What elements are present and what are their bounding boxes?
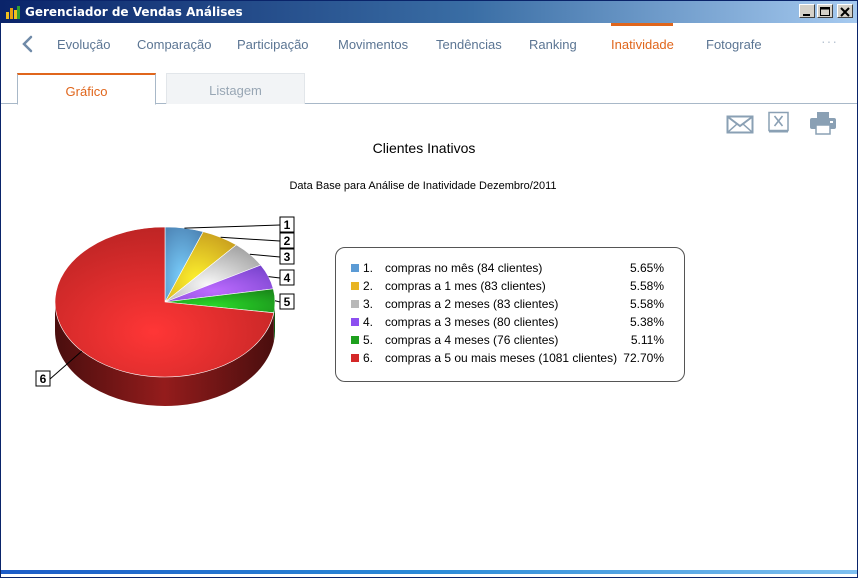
slice-callout-box <box>279 248 295 265</box>
active-tab-indicator <box>611 23 673 26</box>
slice-callout-box <box>279 216 295 233</box>
legend-label: compras a 4 meses (76 clientes) <box>385 333 559 347</box>
tab-evolucao[interactable]: Evolução <box>57 37 111 52</box>
leader-line <box>220 236 281 242</box>
legend-item: 1. compras no mês (84 clientes) 5.65% <box>336 260 684 278</box>
legend-label: compras no mês (84 clientes) <box>385 261 543 275</box>
tab-inatividade[interactable]: Inatividade <box>611 37 674 52</box>
pie-slice-side <box>55 302 274 406</box>
legend-percent: 5.65% <box>629 261 664 275</box>
minimize-icon <box>803 14 810 16</box>
slice-callout-number: 1 <box>284 218 291 232</box>
slice-callout-number: 3 <box>284 250 291 264</box>
legend-item: 2. compras a 1 mes (83 clientes) 5.58% <box>336 278 684 296</box>
excel-icon[interactable] <box>767 111 791 135</box>
legend-percent: 5.38% <box>629 315 664 329</box>
view-subtabs: Gráfico Listagem <box>1 65 857 105</box>
legend-swatch <box>351 336 359 344</box>
legend-number: 5. <box>363 333 374 347</box>
more-tabs-icon[interactable]: ··· <box>821 33 838 49</box>
maximize-button[interactable] <box>817 4 833 18</box>
tab-participacao[interactable]: Participação <box>237 37 309 52</box>
close-button[interactable] <box>837 4 853 18</box>
print-icon[interactable] <box>809 111 837 135</box>
slice-callout-number: 5 <box>284 295 291 309</box>
tab-comparacao[interactable]: Comparação <box>137 37 212 52</box>
tab-tendencias[interactable]: Tendências <box>436 37 502 52</box>
legend-label: compras a 1 mes (83 clientes) <box>385 279 546 293</box>
subtab-grafico[interactable]: Gráfico <box>17 73 156 105</box>
leader-line <box>49 350 83 380</box>
legend-swatch <box>351 300 359 308</box>
leader-line <box>249 253 281 258</box>
leader-line <box>184 224 281 229</box>
slice-callout-number: 2 <box>284 234 291 248</box>
slice-callout-number: 4 <box>284 271 291 285</box>
legend-percent: 5.58% <box>629 279 664 293</box>
bottom-accent-bar <box>1 570 857 574</box>
email-icon[interactable] <box>726 111 754 135</box>
legend-number: 4. <box>363 315 374 329</box>
pie-chart: 1 2 3 4 5 6 <box>35 216 295 406</box>
top-navigation: Evolução Comparação Participação Movimen… <box>1 23 857 65</box>
chart-subtitle: Data Base para Análise de Inatividade De… <box>289 180 557 192</box>
tab-fotografe[interactable]: Fotografe <box>706 37 762 52</box>
legend-number: 6. <box>363 351 374 365</box>
legend-number: 1. <box>363 261 374 275</box>
subtab-listagem[interactable]: Listagem <box>166 73 305 104</box>
legend-item: 4. compras a 3 meses (80 clientes) 5.38% <box>336 314 684 332</box>
title-bar[interactable]: Gerenciador de Vendas Análises <box>1 1 857 23</box>
slice-callout-box <box>279 269 295 286</box>
legend-item: 6. compras a 5 ou mais meses (1081 client… <box>336 350 684 368</box>
legend-percent: 5.11% <box>630 333 664 347</box>
back-arrow-icon[interactable] <box>19 34 39 54</box>
slice-callout-box <box>279 293 295 310</box>
legend-percent: 72.70% <box>623 351 664 365</box>
slice-callout-box <box>279 232 295 249</box>
legend-label: compras a 5 ou mais meses (1081 clientes… <box>385 351 618 365</box>
legend-swatch <box>351 354 359 362</box>
leader-line <box>268 276 281 279</box>
legend-swatch <box>351 318 359 326</box>
legend-item: 5. compras a 4 meses (76 clientes) 5.11% <box>336 332 684 350</box>
window-title: Gerenciador de Vendas Análises <box>25 5 243 19</box>
legend-item: 3. compras a 2 meses (83 clientes) 5.58% <box>336 296 684 314</box>
legend-number: 3. <box>363 297 374 311</box>
legend-label: compras a 2 meses (83 clientes) <box>385 297 559 311</box>
slice-callout-number: 6 <box>40 372 47 386</box>
chart-legend: 1. compras no mês (84 clientes) 5.65% 2. com… <box>335 247 685 382</box>
leader-line <box>274 300 281 303</box>
tab-movimentos[interactable]: Movimentos <box>338 37 409 52</box>
legend-percent: 5.58% <box>629 297 664 311</box>
close-icon <box>840 7 850 17</box>
legend-number: 2. <box>363 279 374 293</box>
legend-label: compras a 3 meses (80 clientes) <box>385 315 559 329</box>
chart-title: Clientes Inativos <box>372 140 476 156</box>
minimize-button[interactable] <box>799 4 815 18</box>
legend-swatch <box>351 264 359 272</box>
slice-callout-box <box>35 370 51 387</box>
app-icon <box>6 6 20 19</box>
maximize-icon <box>820 7 830 16</box>
tab-ranking[interactable]: Ranking <box>529 37 577 52</box>
legend-swatch <box>351 282 359 290</box>
